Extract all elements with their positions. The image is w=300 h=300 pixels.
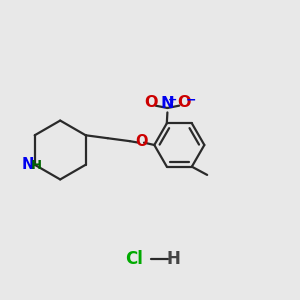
Text: O: O (177, 95, 190, 110)
Text: N: N (161, 96, 174, 111)
Text: O: O (135, 134, 147, 149)
Text: +: + (168, 95, 177, 105)
Text: −: − (186, 93, 196, 106)
Text: Cl: Cl (125, 250, 143, 268)
Text: O: O (145, 95, 158, 110)
Text: N: N (22, 157, 34, 172)
Text: H: H (167, 250, 181, 268)
Text: H: H (30, 159, 41, 172)
